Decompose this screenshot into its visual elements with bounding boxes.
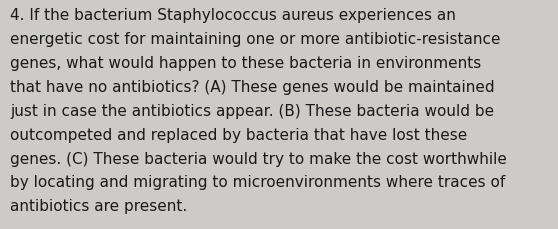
Text: antibiotics are present.: antibiotics are present.: [10, 199, 187, 213]
Text: 4. If the bacterium Staphylococcus aureus experiences an: 4. If the bacterium Staphylococcus aureu…: [10, 8, 456, 23]
Text: genes, what would happen to these bacteria in environments: genes, what would happen to these bacter…: [10, 56, 482, 71]
Text: just in case the antibiotics appear. (B) These bacteria would be: just in case the antibiotics appear. (B)…: [10, 103, 494, 118]
Text: by locating and migrating to microenvironments where traces of: by locating and migrating to microenviro…: [10, 175, 506, 190]
Text: energetic cost for maintaining one or more antibiotic-resistance: energetic cost for maintaining one or mo…: [10, 32, 501, 47]
Text: that have no antibiotics? (A) These genes would be maintained: that have no antibiotics? (A) These gene…: [10, 79, 495, 94]
Text: outcompeted and replaced by bacteria that have lost these: outcompeted and replaced by bacteria tha…: [10, 127, 467, 142]
Text: genes. (C) These bacteria would try to make the cost worthwhile: genes. (C) These bacteria would try to m…: [10, 151, 507, 166]
